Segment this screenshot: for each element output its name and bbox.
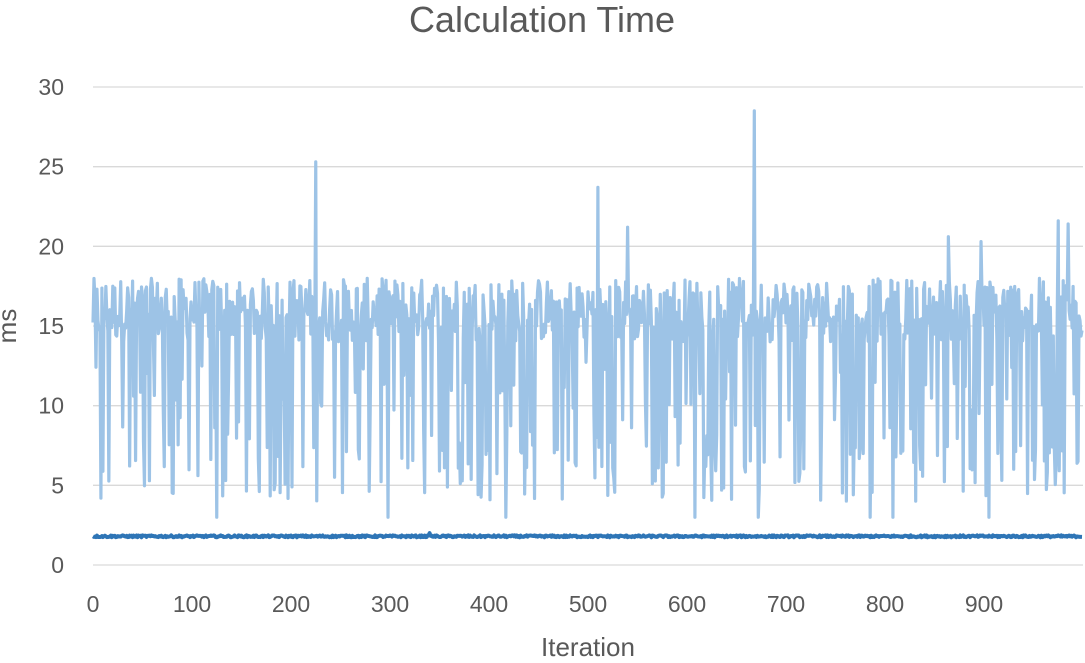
y-axis-ticks: 0 5 10 15 20 25 30: [38, 74, 64, 578]
series-layer: [91, 109, 1084, 540]
y-tick-label: 20: [38, 233, 64, 259]
x-tick-label: 0: [87, 591, 100, 617]
x-axis-title: Iteration: [541, 632, 635, 662]
x-tick-label: 800: [866, 591, 904, 617]
x-tick-label: 100: [173, 591, 211, 617]
y-tick-label: 25: [38, 154, 64, 180]
y-tick-label: 0: [51, 552, 64, 578]
series-line-1: [91, 109, 1084, 519]
x-tick-label: 400: [470, 591, 508, 617]
y-tick-label: 15: [38, 313, 64, 339]
series-line-2: [91, 531, 1084, 540]
x-tick-label: 200: [272, 591, 310, 617]
x-tick-label: 500: [569, 591, 607, 617]
y-axis-title: ms: [0, 309, 22, 344]
x-tick-label: 900: [965, 591, 1003, 617]
x-tick-label: 700: [767, 591, 805, 617]
x-axis-ticks: 0 100 200 300 400 500 600 700 800 900: [87, 591, 1004, 617]
y-tick-label: 5: [51, 472, 64, 498]
y-tick-label: 10: [38, 393, 64, 419]
x-tick-label: 300: [371, 591, 409, 617]
x-tick-label: 600: [668, 591, 706, 617]
chart-title: Calculation Time: [409, 0, 675, 40]
y-tick-label: 30: [38, 74, 64, 100]
